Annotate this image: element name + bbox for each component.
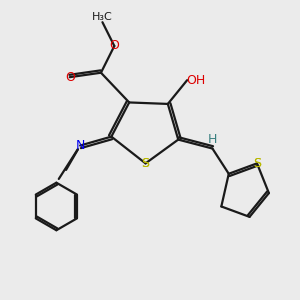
Text: H₃C: H₃C [92, 12, 113, 22]
Text: H: H [208, 133, 217, 146]
Text: OH: OH [186, 74, 205, 87]
Text: O: O [110, 40, 119, 52]
Text: N: N [76, 139, 85, 152]
Text: S: S [253, 157, 261, 170]
Text: S: S [142, 157, 149, 170]
Text: O: O [65, 71, 75, 84]
Text: S: S [142, 157, 149, 170]
Text: S: S [253, 157, 261, 170]
